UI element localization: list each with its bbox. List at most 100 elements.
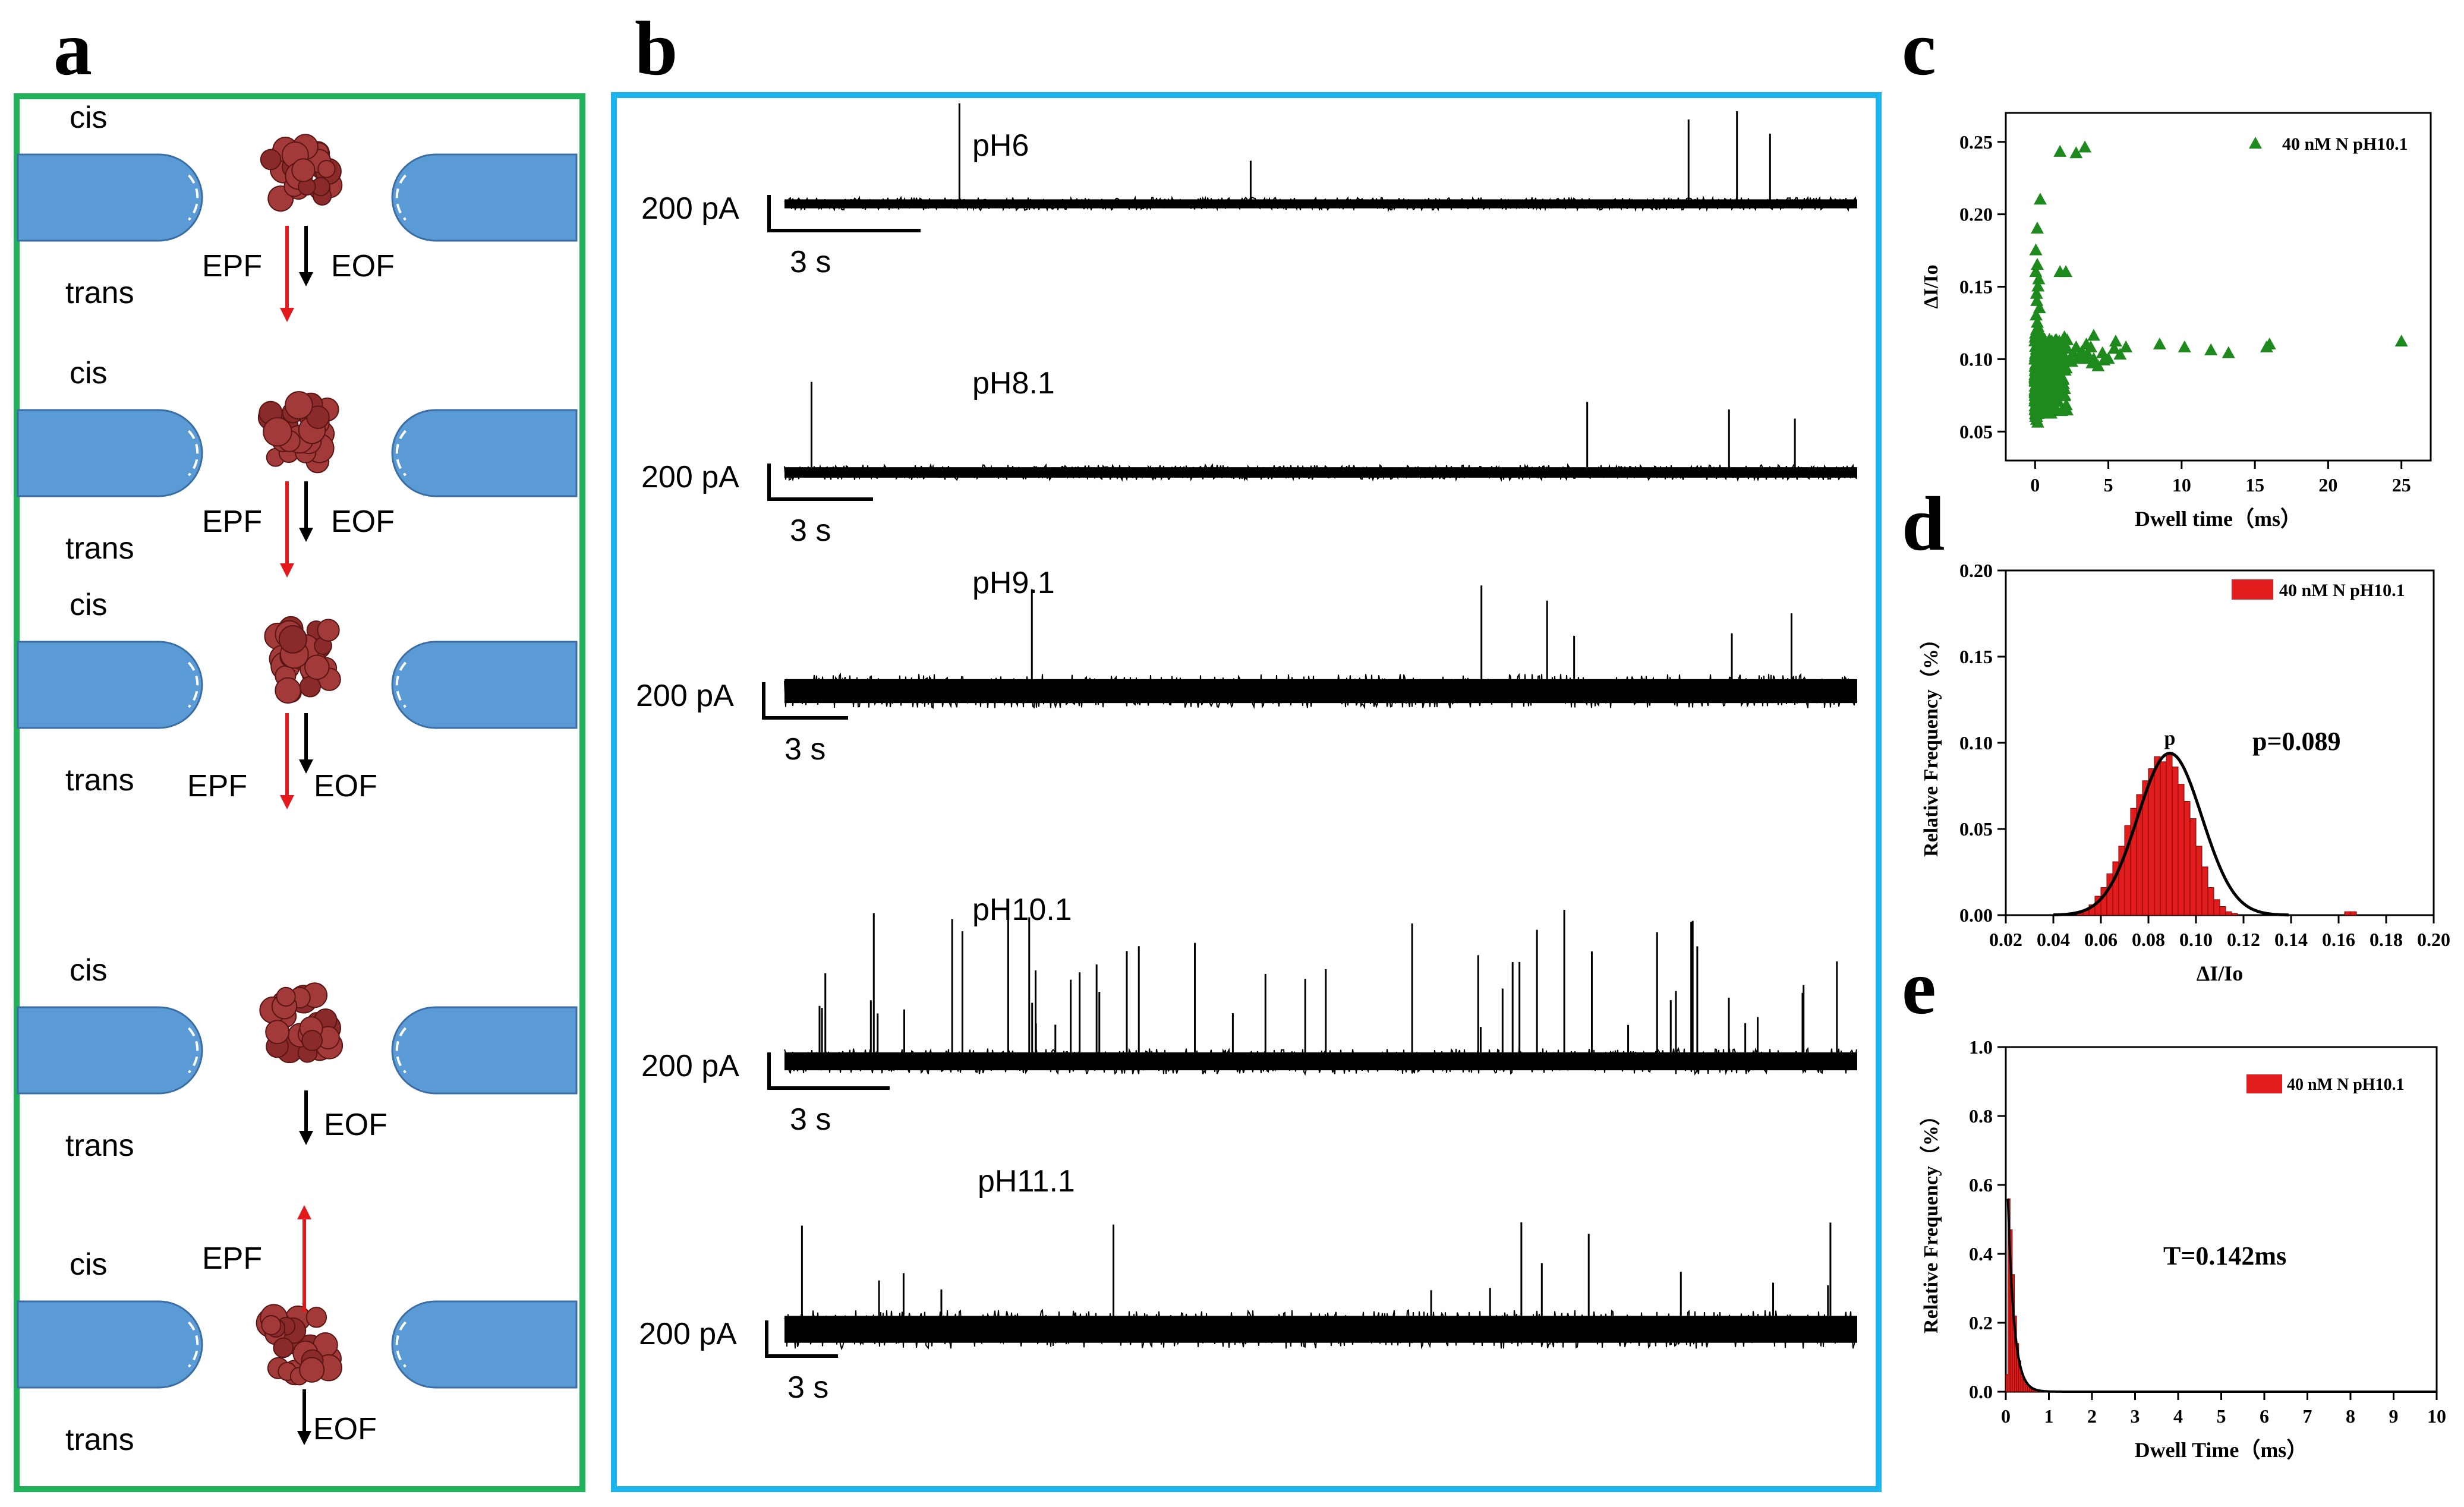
trans-label: trans <box>65 531 134 566</box>
scale-bar <box>767 195 921 232</box>
scatter-point <box>2033 353 2047 365</box>
pore-charge-mark <box>188 1027 199 1074</box>
legend-swatch <box>2232 579 2273 600</box>
scatter-point <box>2050 402 2063 415</box>
scatter-point <box>2031 320 2045 332</box>
current-trace: pH6 200 pA 3 s <box>641 103 1857 279</box>
fit-annotation: p=0.089 <box>2252 727 2341 756</box>
scatter-point <box>2031 365 2045 377</box>
pore-charge-mark <box>188 430 199 477</box>
histogram-bar <box>2201 866 2208 916</box>
legend-label: 40 nM N pH10.1 <box>2279 581 2405 600</box>
pore-charge-mark <box>395 661 407 708</box>
scale-bar <box>767 1052 890 1090</box>
scale-bar <box>765 1320 838 1358</box>
x-tick-label: 0 <box>2030 474 2040 496</box>
y-tick-label: 0.05 <box>1959 818 1993 840</box>
pore-wall-left <box>17 153 203 242</box>
epf-label: EPF <box>202 249 262 283</box>
histogram-bar <box>2195 846 2203 916</box>
trace-ph-label: pH8.1 <box>972 366 1055 401</box>
eof-label: EOF <box>314 769 377 803</box>
scatter-point <box>2050 335 2064 347</box>
eof-label: EOF <box>313 1412 377 1446</box>
current-scale-label: 200 pA <box>641 191 739 226</box>
histogram-bar <box>2231 913 2238 916</box>
pore-row: cis trans EPF EOF <box>17 1205 578 1457</box>
x-tick-label: 0.06 <box>2084 929 2118 950</box>
scatter-point <box>2249 137 2262 149</box>
x-tick-label: 4 <box>2173 1405 2183 1427</box>
panel-b-letter: b <box>635 6 678 92</box>
protein-cluster-icon <box>257 391 339 474</box>
scatter-point <box>2030 308 2043 321</box>
scatter-point <box>2113 348 2127 360</box>
y-tick-label: 0.10 <box>1959 348 1993 370</box>
y-tick-label: 0.0 <box>1969 1381 1993 1402</box>
gaussian-fit-curve <box>2053 751 2289 917</box>
plot-frame <box>2005 1046 2438 1393</box>
protein-cluster-icon <box>260 134 343 212</box>
pore-charge-mark <box>395 430 407 477</box>
current-scale-label: 200 pA <box>639 1317 737 1351</box>
y-axis-label: ΔI/Io <box>1920 264 1942 308</box>
x-tick-label: 8 <box>2346 1405 2355 1427</box>
x-tick-label: 9 <box>2389 1405 2399 1427</box>
scatter-point <box>2394 335 2408 347</box>
histogram-bar <box>2350 911 2357 916</box>
scatter-point <box>2033 401 2046 414</box>
x-tick-label: 1 <box>2044 1405 2054 1427</box>
scatter-point <box>2036 378 2049 390</box>
scatter-point <box>2053 265 2067 278</box>
x-tick-label: 0.08 <box>2132 929 2165 950</box>
y-tick-label: 0.8 <box>1969 1105 1993 1127</box>
epf-label: EPF <box>187 769 247 803</box>
scatter-point <box>2029 243 2043 256</box>
trace-band <box>784 199 1857 209</box>
pore-wall-right <box>391 1300 578 1389</box>
y-tick-label: 0.20 <box>1959 204 1993 225</box>
legend-label: 40 nM N pH10.1 <box>2282 134 2408 154</box>
histogram-bar <box>2005 1374 2009 1392</box>
time-scale-label: 3 s <box>790 1102 831 1137</box>
y-tick-label: 0.10 <box>1959 732 1993 754</box>
pore-wall-left <box>17 409 203 497</box>
pore-wall-right <box>391 409 578 497</box>
histogram-bar <box>2025 1383 2028 1392</box>
scatter-point <box>2078 140 2092 153</box>
cis-label: cis <box>70 356 108 390</box>
scatter-point <box>2039 396 2053 409</box>
scatter-point <box>2081 348 2095 360</box>
pore-wall-left <box>17 1006 203 1095</box>
panel-a-schematic: cis trans EPF EOF cis trans EPF EOF cis trans EPF E… <box>17 100 578 1457</box>
histogram-bar <box>2178 784 2185 916</box>
histogram-bar <box>2183 801 2191 916</box>
y-tick-label: 0.05 <box>1959 421 1993 442</box>
peak-marker: p <box>2164 727 2176 749</box>
legend-label: 40 nM N pH10.1 <box>2287 1076 2405 1094</box>
scatter-point <box>2107 342 2121 354</box>
cis-label: cis <box>70 1247 108 1282</box>
scatter-point <box>2057 330 2071 342</box>
legend-swatch <box>2246 1074 2282 1093</box>
scatter-point <box>2153 338 2166 349</box>
scatter-point <box>2030 412 2043 425</box>
time-scale-label: 3 s <box>790 245 831 279</box>
epf-label: EPF <box>202 505 262 539</box>
trace-ph-label: pH11.1 <box>978 1164 1075 1199</box>
histogram-bar <box>2344 911 2351 916</box>
x-tick-label: 5 <box>2104 474 2113 496</box>
x-tick-label: 5 <box>2217 1405 2226 1427</box>
epf-label: EPF <box>202 1241 262 1276</box>
pore-charge-mark <box>188 661 199 708</box>
trace-ph-label: pH9.1 <box>972 566 1055 600</box>
trace-band <box>784 679 1857 704</box>
y-tick-label: 0.4 <box>1969 1243 1993 1265</box>
scatter-point <box>2031 279 2045 292</box>
scatter-point <box>2069 146 2083 159</box>
trace-band <box>784 467 1857 478</box>
y-tick-label: 0.15 <box>1959 276 1993 298</box>
histogram-bar <box>2029 1388 2032 1392</box>
scale-bar <box>767 464 873 501</box>
panel-e-histogram: 0.0 0.2 0.4 0.6 0.8 1.0 0 1 2 3 4 5 6 7 8 9 10 Dwell Time… <box>1919 1036 2446 1462</box>
